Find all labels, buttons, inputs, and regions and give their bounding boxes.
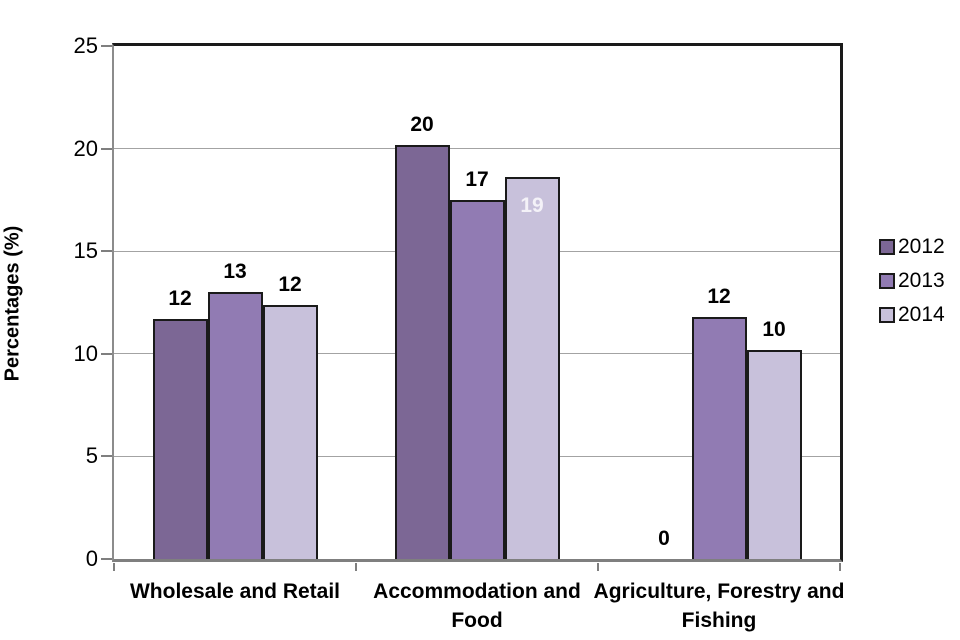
bar-2014-category-2 [504, 177, 560, 559]
legend-swatch-2014 [879, 307, 895, 323]
legend-label-2014: 2014 [898, 303, 945, 326]
bar-label-2013-category-2: 17 [465, 167, 489, 191]
bar-label-2013-category-3: 12 [707, 284, 731, 308]
bar-2013-category-2 [449, 199, 505, 559]
y-tick-label-10: 10 [73, 340, 98, 366]
y-tick-mark-0 [101, 558, 112, 560]
y-tick-label-20: 20 [73, 135, 98, 161]
legend-swatch-2012 [879, 239, 895, 255]
bar-2014-category-1 [262, 304, 318, 559]
bar-label-2014-category-2: 19 [520, 194, 544, 218]
plot-area: 12 20 0 13 17 12 12 19 10 [112, 43, 843, 562]
bar-2013-category-3 [691, 316, 747, 559]
bar-2012-category-2 [394, 144, 450, 559]
y-tick-mark-15 [101, 250, 112, 253]
category-label-1-line-1: Wholesale and Retail [129, 580, 341, 603]
legend-item-2014: 2014 [879, 303, 945, 326]
bar-2013-category-1 [207, 292, 263, 559]
x-tick-mark-3 [839, 563, 841, 571]
x-tick-mark-1 [355, 563, 357, 571]
category-label-3-line-1: Agriculture, Forestry and [593, 580, 845, 603]
bar-label-2012-category-2: 20 [410, 112, 434, 136]
x-tick-mark-0 [113, 563, 115, 571]
bar-2014-category-3 [746, 349, 802, 559]
category-label-2-line-2: Food [451, 609, 503, 632]
category-label-2: Accommodation and Food [346, 577, 608, 635]
x-tick-mark-2 [597, 563, 599, 571]
y-tick-mark-10 [101, 352, 112, 355]
y-tick-label-15: 15 [73, 238, 98, 264]
y-tick-label-25: 25 [73, 33, 98, 58]
y-tick-mark-25 [101, 45, 112, 47]
y-tick-mark-20 [101, 147, 112, 150]
y-tick-label-5: 5 [85, 443, 98, 469]
legend-label-2013: 2013 [898, 269, 945, 292]
bar-label-2014-category-3: 10 [762, 317, 786, 341]
bar-2012-category-1 [152, 318, 208, 559]
y-tick-mark-5 [101, 455, 112, 458]
legend-label-2012: 2012 [898, 235, 945, 258]
category-label-3: Agriculture, Forestry and Fishing [588, 577, 850, 635]
legend-item-2012: 2012 [879, 235, 945, 258]
category-label-3-line-2: Fishing [681, 609, 757, 632]
legend: 2012 2013 2014 [879, 235, 945, 339]
gridline-20 [114, 148, 840, 150]
y-tick-label-0: 0 [85, 546, 98, 571]
bar-label-2013-category-1: 13 [223, 260, 247, 284]
category-label-1: Wholesale and Retail [104, 577, 366, 606]
bar-label-2012-category-1: 12 [168, 286, 192, 310]
category-label-2-line-1: Accommodation and [373, 580, 581, 603]
y-axis-title: Percentages (%) [1, 225, 24, 382]
legend-swatch-2013 [879, 273, 895, 289]
bar-label-2012-category-3: 0 [658, 527, 670, 550]
bar-label-2014-category-1: 12 [278, 272, 302, 296]
legend-item-2013: 2013 [879, 269, 945, 292]
